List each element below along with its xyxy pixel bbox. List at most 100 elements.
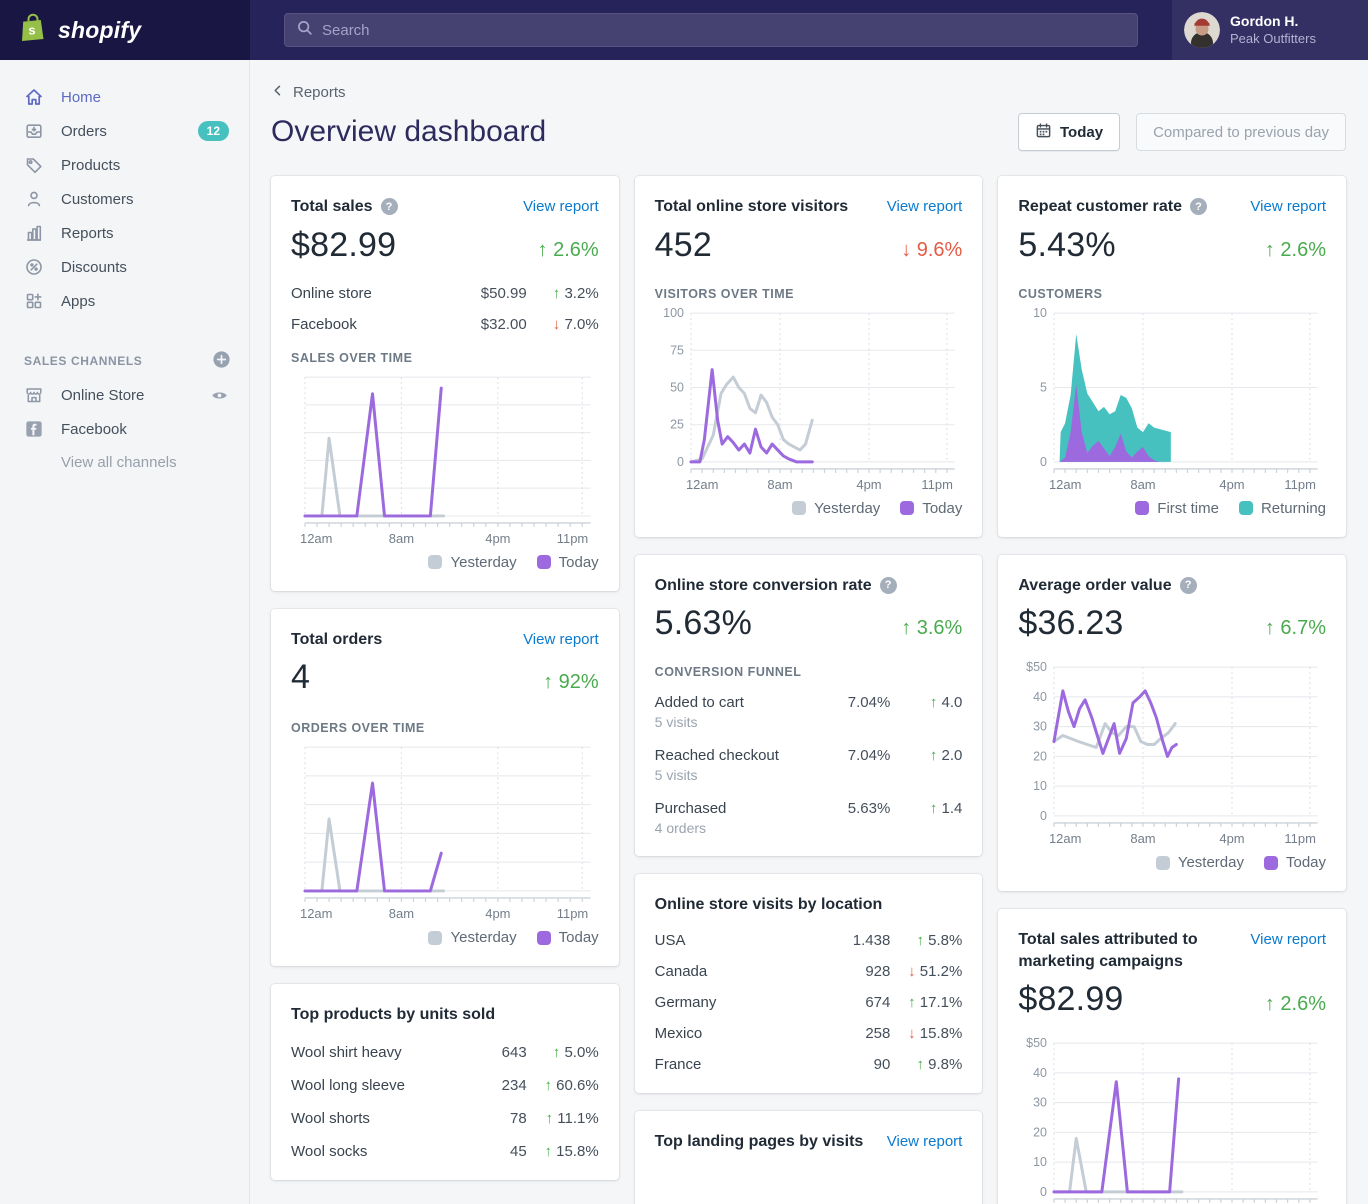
delta-arrow-icon: ↑ [544, 1076, 552, 1094]
storefront-icon [24, 385, 44, 405]
total-sales-card: Total sales ? View report $82.99 ↑ 2.6% … [271, 176, 619, 591]
legend-swatch [1263, 855, 1278, 870]
legend-swatch [1135, 501, 1150, 516]
tag-icon [24, 155, 44, 175]
legend-label: Yesterday [450, 929, 517, 947]
sidebar-item-customers[interactable]: Customers [0, 182, 249, 216]
view-report-link[interactable]: View report [1250, 931, 1327, 949]
legend-label: First time [1157, 499, 1219, 517]
search-input[interactable] [322, 21, 1126, 39]
legend-swatch [1155, 855, 1170, 870]
delta-arrow-icon: ↑ [916, 931, 924, 949]
svg-text:20: 20 [1033, 1126, 1047, 1140]
help-icon[interactable]: ? [1189, 198, 1207, 216]
funnel-row: Purchased 4 orders 5.63% ↑ 1.4 [655, 800, 963, 836]
svg-text:12am: 12am [300, 531, 332, 546]
user-menu[interactable]: Gordon H. Peak Outfitters [1172, 0, 1368, 60]
card-title: Total sales attributed to marketing camp… [1018, 931, 1198, 970]
sidebar-item-orders[interactable]: Orders 12 [0, 114, 249, 148]
location-row: Mexico 258 ↓ 15.8% [655, 1025, 963, 1042]
sidebar-item-facebook[interactable]: Facebook [0, 412, 249, 446]
view-report-link[interactable]: View report [1250, 198, 1327, 215]
svg-text:11pm: 11pm [921, 476, 952, 491]
product-value: 643 [501, 1043, 527, 1061]
help-icon[interactable]: ? [879, 576, 897, 594]
svg-text:4pm: 4pm [1220, 831, 1245, 846]
svg-text:$50: $50 [1027, 661, 1048, 674]
sidebar-item-reports[interactable]: Reports [0, 216, 249, 250]
preview-eye-icon[interactable] [210, 386, 229, 405]
delta-arrow-icon: ↓ [908, 962, 916, 980]
svg-text:4pm: 4pm [485, 531, 510, 546]
page-title: Overview dashboard [271, 115, 547, 148]
channel-label: Online store [291, 284, 372, 302]
product-label: Wool socks [291, 1142, 368, 1160]
product-label: Wool long sleeve [291, 1076, 405, 1094]
breadcrumb[interactable]: Reports [271, 84, 346, 101]
marketing-sales-card: Total sales attributed to marketing camp… [998, 909, 1347, 1204]
funnel-step-sub: 5 visits [654, 767, 698, 784]
card-title: Average order value [1018, 576, 1172, 594]
search-box[interactable] [284, 13, 1138, 47]
chart-section-label: VISITORS OVER TIME [654, 286, 795, 301]
total-orders-value: 4 [291, 658, 311, 697]
product-row: Wool socks 45 ↑ 15.8% [291, 1143, 599, 1160]
sales-channels-label: SALES CHANNELS [24, 354, 143, 368]
svg-text:75: 75 [670, 343, 684, 357]
sidebar-item-discounts[interactable]: Discounts [0, 250, 249, 284]
help-icon[interactable]: ? [380, 198, 398, 216]
sidebar-item-products[interactable]: Products [0, 148, 249, 182]
add-channel-button[interactable] [212, 350, 231, 372]
svg-text:11pm: 11pm [557, 906, 588, 921]
shopify-logo[interactable]: s shopify [0, 0, 250, 60]
total-sales-delta: ↑ 2.6% [537, 238, 599, 261]
location-row: Germany 674 ↑ 17.1% [655, 994, 963, 1011]
view-report-link[interactable]: View report [886, 198, 963, 215]
customers-chart: 0 5 10 12am 8am 4pm 11pm [1033, 307, 1319, 491]
svg-text:0: 0 [1040, 809, 1047, 823]
marketing-sales-delta: ↑ 2.6% [1264, 993, 1327, 1016]
location-delta: ↓ 15.8% [908, 1024, 963, 1042]
delta-arrow-icon: ↑ [929, 747, 938, 765]
svg-text:4pm: 4pm [1220, 476, 1245, 491]
person-icon [24, 189, 44, 209]
delta-arrow-icon: ↑ [929, 694, 938, 712]
card-title: Online store visits by location [654, 896, 883, 914]
legend-swatch [428, 930, 443, 945]
svg-text:0: 0 [677, 455, 684, 469]
breadcrumb-label: Reports [293, 84, 346, 101]
chart-legend: Yesterday Today [1018, 854, 1326, 871]
store-name: Peak Outfitters [1230, 30, 1316, 46]
home-icon [24, 87, 44, 107]
legend-label: Yesterday [1177, 854, 1244, 872]
sidebar-item-home[interactable]: Home [0, 80, 249, 114]
sidebar-item-apps[interactable]: Apps [0, 284, 249, 318]
view-all-channels-link[interactable]: View all channels [61, 454, 177, 471]
sidebar-item-label: Discounts [61, 258, 127, 276]
help-icon[interactable]: ? [1179, 576, 1197, 594]
svg-text:40: 40 [1033, 1066, 1047, 1080]
compare-button[interactable]: Compared to previous day [1136, 113, 1346, 151]
svg-text:8am: 8am [1131, 831, 1156, 846]
discount-icon [24, 257, 44, 277]
svg-text:11pm: 11pm [557, 531, 588, 546]
date-range-button[interactable]: Today [1018, 113, 1121, 151]
delta-arrow-icon: ↑ [545, 1109, 554, 1127]
product-delta: ↑ 5.0% [552, 1043, 599, 1061]
view-report-link[interactable]: View report [886, 1132, 963, 1150]
sales-channels-header: SALES CHANNELS [0, 344, 249, 378]
funnel-step-sub: 5 visits [654, 714, 698, 731]
view-report-link[interactable]: View report [523, 630, 599, 648]
conversion-delta: ↑ 3.6% [901, 617, 963, 640]
location-delta: ↑ 17.1% [908, 993, 963, 1011]
svg-text:30: 30 [1033, 1096, 1047, 1110]
card-title: Total online store visitors [654, 198, 849, 215]
card-title: Total orders [291, 630, 383, 648]
visitors-delta: ↓ 9.6% [901, 238, 963, 261]
svg-text:10: 10 [1033, 1156, 1047, 1170]
sidebar-item-online-store[interactable]: Online Store [0, 378, 249, 412]
sidebar-item-label: Products [61, 156, 121, 174]
user-name: Gordon H. [1230, 13, 1299, 30]
view-report-link[interactable]: View report [523, 198, 599, 215]
